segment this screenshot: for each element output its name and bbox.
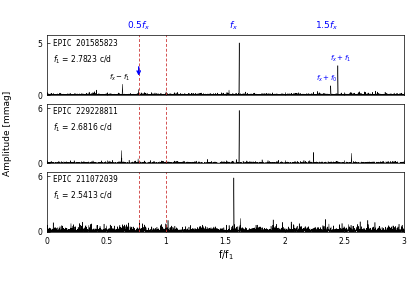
Text: $0.5f_x$: $0.5f_x$ xyxy=(127,20,150,32)
X-axis label: f/f$_1$: f/f$_1$ xyxy=(217,248,233,262)
Text: $f_x$: $f_x$ xyxy=(229,20,238,32)
Text: $f_1$ = 2.5413 c/d: $f_1$ = 2.5413 c/d xyxy=(52,190,112,202)
Text: $f_1$ = 2.6816 c/d: $f_1$ = 2.6816 c/d xyxy=(52,121,112,134)
Text: EPIC 201585823: EPIC 201585823 xyxy=(52,39,117,48)
Text: $f_x - f_1$: $f_x - f_1$ xyxy=(109,73,130,83)
Text: $f_x + f_1$: $f_x + f_1$ xyxy=(329,54,351,64)
Text: EPIC 229228811: EPIC 229228811 xyxy=(52,107,117,116)
Text: EPIC 211072039: EPIC 211072039 xyxy=(52,175,117,184)
Text: $1.5f_x$: $1.5f_x$ xyxy=(314,20,337,32)
Text: $f_1$ = 2.7823 c/d: $f_1$ = 2.7823 c/d xyxy=(52,53,111,65)
Text: Amplitude [mmag]: Amplitude [mmag] xyxy=(3,91,12,176)
Text: $f_x + f_0$: $f_x + f_0$ xyxy=(315,74,337,84)
